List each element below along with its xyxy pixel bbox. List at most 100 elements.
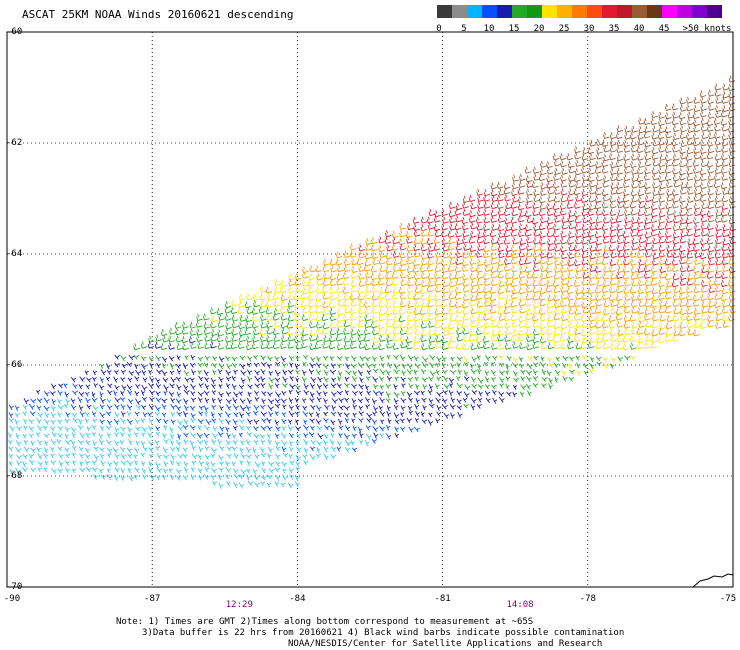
wind-barb: [156, 362, 162, 369]
wind-barb: [728, 152, 736, 160]
wind-barb: [722, 264, 729, 273]
wind-barb: [419, 308, 427, 316]
latitude-label: -66: [6, 360, 23, 370]
wind-barb: [581, 292, 589, 300]
wind-barb: [177, 425, 184, 432]
wind-barb: [225, 376, 232, 382]
wind-barb: [510, 280, 518, 288]
wind-barb: [720, 209, 728, 217]
wind-barb: [345, 363, 351, 370]
wind-barb: [280, 279, 288, 288]
wind-barb: [265, 300, 273, 308]
wind-barb: [300, 334, 308, 342]
wind-barb: [645, 320, 652, 328]
wind-barb: [231, 314, 239, 322]
wind-barb: [679, 329, 686, 337]
wind-barb: [218, 431, 224, 438]
wind-barb: [574, 327, 581, 335]
wind-barb: [714, 271, 722, 279]
wind-barb: [539, 237, 546, 245]
wind-barb: [162, 432, 167, 439]
wind-barb: [679, 160, 686, 168]
wind-barb: [261, 467, 267, 474]
wind-barb: [344, 306, 351, 314]
wind-barb: [448, 377, 454, 384]
wind-barb: [357, 426, 363, 433]
wind-barb: [685, 181, 693, 189]
wind-barb: [252, 335, 259, 343]
wind-barb: [391, 243, 399, 251]
wind-barb: [358, 314, 365, 322]
wind-barb: [210, 341, 217, 349]
wind-barb: [225, 460, 231, 467]
wind-barb: [148, 440, 154, 447]
wind-barb: [686, 264, 694, 272]
wind-barb: [553, 362, 560, 368]
wind-barb: [664, 300, 672, 308]
wind-barb: [337, 299, 345, 307]
wind-barb: [400, 418, 405, 424]
wind-barb: [455, 215, 462, 223]
wind-barb: [638, 236, 646, 244]
wind-barb: [254, 454, 260, 460]
wind-barb: [638, 320, 645, 328]
wind-barb: [678, 112, 686, 120]
wind-barb: [679, 251, 687, 259]
wind-barb: [413, 355, 419, 362]
wind-barb: [99, 412, 106, 419]
wind-barb: [370, 321, 378, 329]
wind-barb: [700, 293, 707, 301]
wind-barb: [450, 369, 457, 375]
wind-barb: [687, 238, 694, 246]
wind-barb: [457, 411, 463, 419]
wind-barb: [365, 278, 372, 286]
wind-barb: [462, 313, 469, 321]
wind-barb: [554, 167, 561, 175]
wind-barb: [715, 188, 722, 196]
wind-barb: [42, 452, 49, 459]
wind-barb: [693, 209, 701, 217]
wind-barb: [211, 383, 216, 389]
wind-barb: [637, 336, 645, 344]
wind-barb: [107, 461, 113, 467]
wind-barb: [378, 236, 385, 244]
wind-barb: [624, 293, 631, 301]
wind-barb: [728, 167, 735, 176]
wind-barb: [260, 361, 267, 367]
wind-barb: [253, 362, 260, 368]
wind-barb: [715, 224, 722, 232]
wind-barb: [364, 343, 371, 351]
wind-barb: [358, 279, 366, 287]
wind-barb: [553, 286, 561, 294]
wind-barb: [637, 293, 644, 301]
wind-barb: [15, 433, 20, 440]
wind-barb: [484, 370, 490, 376]
wind-barb: [225, 342, 233, 350]
wind-barb: [490, 189, 498, 197]
wind-barb: [464, 384, 471, 391]
wind-barb: [427, 419, 434, 426]
wind-barb: [378, 405, 383, 411]
wind-barb: [477, 341, 484, 349]
wind-barb: [217, 369, 223, 375]
wind-barb: [421, 361, 428, 368]
wind-barb: [533, 237, 540, 245]
wind-barb: [498, 230, 505, 238]
wind-barb: [204, 355, 211, 361]
wind-barb: [302, 287, 309, 295]
wind-barb: [582, 147, 590, 155]
wind-barb: [246, 335, 253, 343]
wind-barb: [349, 321, 357, 329]
wind-barb: [93, 383, 99, 388]
wind-barb: [594, 188, 602, 196]
wind-barb: [247, 384, 253, 390]
wind-barb: [721, 133, 729, 141]
wind-barb: [336, 355, 343, 361]
wind-barb: [629, 335, 637, 343]
wind-barb: [658, 210, 666, 218]
wind-barb: [498, 391, 505, 397]
wind-barb: [552, 335, 560, 343]
wind-barb: [623, 237, 630, 245]
wind-barb: [692, 237, 700, 246]
wind-barb: [275, 445, 281, 451]
